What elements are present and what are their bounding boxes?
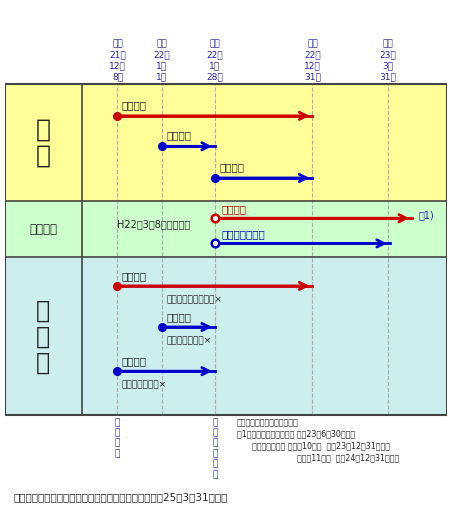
Text: 期間前竣工の為×: 期間前竣工の為× [166,336,211,345]
Text: 期間前着工の為×: 期間前着工の為× [122,380,167,389]
Text: 改装着工: 改装着工 [122,356,147,366]
Text: 新築着工: 新築着工 [122,271,147,281]
Bar [5,257,446,415]
Text: エコ新築: エコ新築 [221,204,246,214]
Text: H22年3月8日スタート: H22年3月8日スタート [117,219,190,229]
Text: 改装着工: 改装着工 [219,162,244,172]
Text: 閣
議
決
定: 閣 議 決 定 [115,418,120,458]
Text: 平成
22年
1月
1日: 平成 22年 1月 1日 [153,40,170,82]
Text: 対
象
外: 対 象 外 [36,298,50,374]
Text: 改装着工: 改装着工 [166,312,191,322]
Text: エコポイントの交換期限は新築、リフォームとも平成25年3月31日まで: エコポイントの交換期限は新築、リフォームとも平成25年3月31日まで [14,492,227,502]
Text: 改装着工: 改装着工 [166,130,191,140]
Text: 対象期間前着工の為×: 対象期間前着工の為× [166,295,221,304]
Text: 平成
23年
3月
31日: 平成 23年 3月 31日 [378,40,395,82]
Text: 対
象: 対 象 [36,118,51,168]
Text: ・赤は新築、青はリフォーム
注1）【一戸建ての住宅】 平成23年6月30日まで
      【共同住宅等】 階数が10以下  平成23年12月31日まで
   : ・赤は新築、青はリフォーム 注1）【一戸建ての住宅】 平成23年6月30日まで … [237,418,398,462]
Text: 平成
22年
1月
28日: 平成 22年 1月 28日 [206,40,223,82]
Bar [5,84,446,201]
Text: 平成
22年
12月
31日: 平成 22年 12月 31日 [303,40,320,82]
Text: 申請期限: 申請期限 [29,223,57,236]
Text: エコリフォーム: エコリフォーム [221,229,265,239]
Bar [5,201,446,257]
Text: 新築着工: 新築着工 [122,100,147,110]
Bar [5,84,446,415]
Text: 注1): 注1) [418,211,433,220]
Text: 補
正
予
算
成
立: 補 正 予 算 成 立 [212,418,217,479]
Text: 平成
21年
12月
8日: 平成 21年 12月 8日 [109,40,125,82]
